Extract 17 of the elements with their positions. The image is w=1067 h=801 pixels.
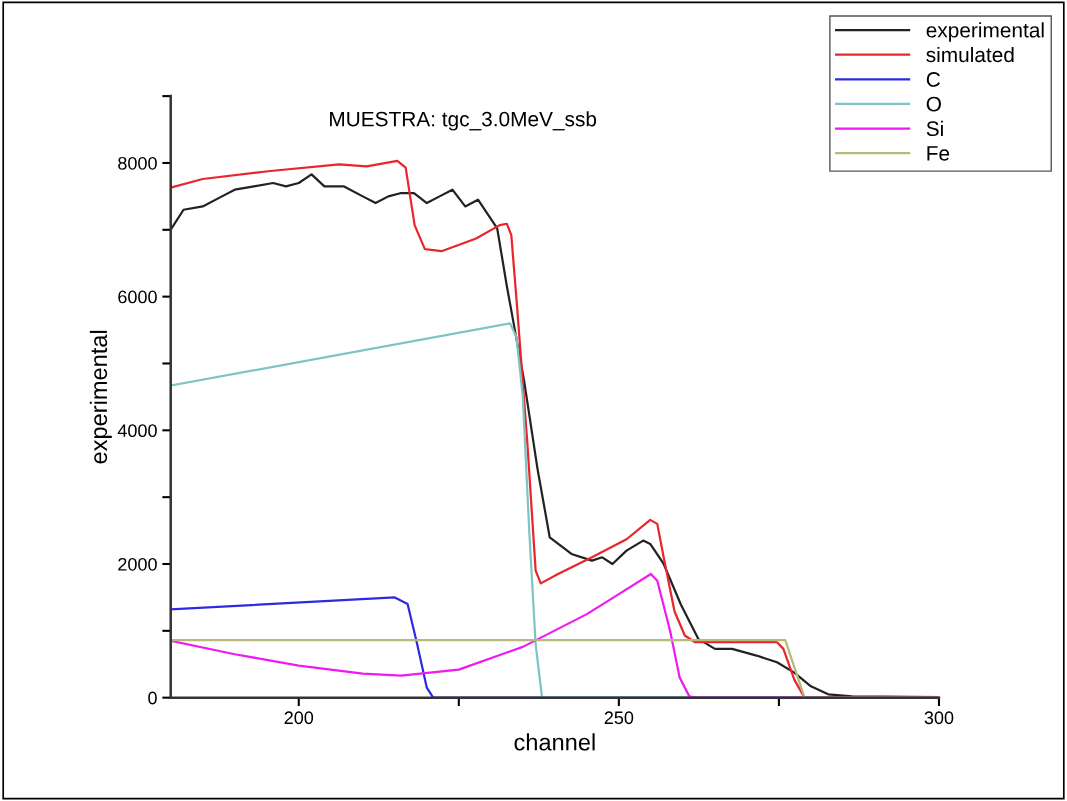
legend-label: C xyxy=(926,72,940,87)
y-tick-label: 8000 xyxy=(118,156,157,170)
legend-label: O xyxy=(926,96,941,112)
x-axis-title: channel xyxy=(514,733,595,751)
x-tick-label: 300 xyxy=(924,711,954,725)
x-tick-label: 250 xyxy=(604,711,634,725)
legend-label: experimental xyxy=(926,22,1044,42)
legend-label: Fe xyxy=(927,146,950,161)
y-tick-label: 0 xyxy=(148,691,157,705)
legend-label: simulated xyxy=(926,46,1014,63)
y-axis-title: experimental xyxy=(89,330,112,464)
legend-label: Si xyxy=(926,120,943,137)
text: MUESTRA: tgc_3.0MeV_ssb xyxy=(330,111,597,131)
y-tick-label: 4000 xyxy=(117,424,157,438)
y-tick-label: 2000 xyxy=(118,557,157,571)
y-tick-label: 6000 xyxy=(118,290,157,304)
x-tick-label: 200 xyxy=(284,711,314,725)
